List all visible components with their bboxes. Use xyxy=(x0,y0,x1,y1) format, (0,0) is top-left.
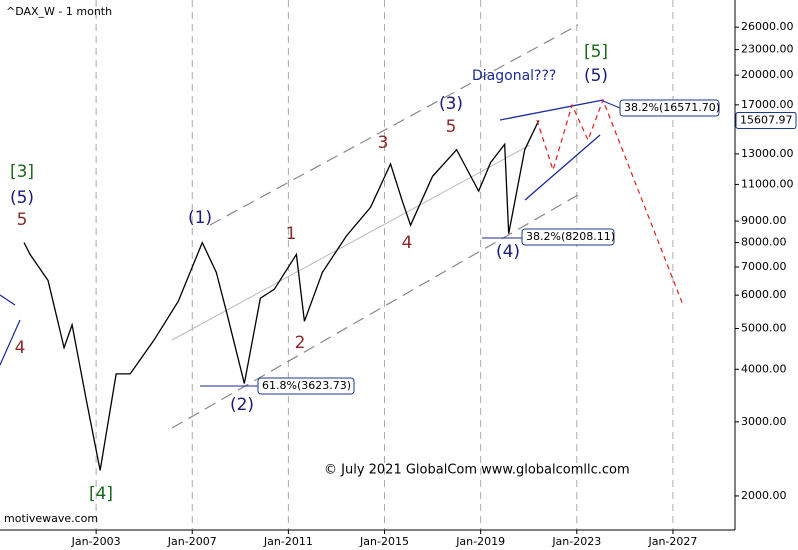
watermark: motivewave.com xyxy=(4,512,98,525)
wave-label: (3) xyxy=(439,94,463,114)
wave-label: 5 xyxy=(446,117,457,137)
wave-label: (1) xyxy=(188,208,212,228)
wave-label: (5) xyxy=(10,188,34,208)
y-tick-label: 11000.00 xyxy=(741,177,794,190)
fib-label: 38.2%(16571.70) xyxy=(624,101,720,114)
annotation: Diagonal??? xyxy=(472,68,556,84)
wave-label: 3 xyxy=(378,133,389,153)
x-tick-label: Jan-2007 xyxy=(167,535,217,548)
price-layer xyxy=(23,120,540,471)
price-line xyxy=(23,120,540,471)
channel-upper xyxy=(209,24,579,226)
y-tick-label: 26000.00 xyxy=(741,20,794,33)
y-tick-label: 4000.00 xyxy=(741,362,787,375)
grid xyxy=(95,0,674,530)
wave-label: [4] xyxy=(89,484,113,504)
last-price-label: 15607.97 xyxy=(740,113,793,126)
left-line xyxy=(0,294,16,306)
projection xyxy=(536,98,684,306)
wave-label: (2) xyxy=(230,395,254,415)
y-tick-label: 13000.00 xyxy=(741,147,794,160)
wave-label: [3] xyxy=(10,162,34,182)
y-tick-label: 23000.00 xyxy=(741,43,794,56)
x-tick-label: Jan-2023 xyxy=(551,535,601,548)
y-tick-label: 9000.00 xyxy=(741,214,787,227)
x-tick-label: Jan-2015 xyxy=(359,535,409,548)
wedge-bottom xyxy=(524,134,601,201)
wave-label: [5] xyxy=(584,42,608,62)
fib-box xyxy=(521,228,615,246)
wave-label: 4 xyxy=(402,233,413,253)
wave-label: (5) xyxy=(584,66,608,86)
x-tick-label: Jan-2027 xyxy=(647,535,697,548)
fib-box xyxy=(257,377,355,395)
chart-title: ^DAX_W - 1 month xyxy=(6,5,112,18)
x-tick-label: Jan-2019 xyxy=(455,535,505,548)
left-line xyxy=(0,319,21,366)
y-tick-label: 3000.00 xyxy=(741,415,787,428)
fib-line xyxy=(602,100,621,109)
wave-label: 4 xyxy=(15,338,26,358)
y-tick-label: 7000.00 xyxy=(741,260,787,273)
wave-label: (4) xyxy=(496,242,520,262)
x-tick-label: Jan-2003 xyxy=(71,535,121,548)
last-price-box xyxy=(735,111,797,129)
fib-box xyxy=(619,99,720,117)
y-tick-label: 6000.00 xyxy=(741,288,787,301)
copyright: © July 2021 GlobalCom www.globalcomllc.c… xyxy=(324,463,630,478)
y-tick-label: 8000.00 xyxy=(741,236,787,249)
channel-lower xyxy=(171,194,579,429)
fib-label: 61.8%(3623.73) xyxy=(262,379,351,392)
axes: Jan-2003 Jan-2007 Jan-2011 Jan-2015 Jan-2019… xyxy=(71,20,797,548)
wave-label: 5 xyxy=(17,210,28,230)
x-tick-label: Jan-2011 xyxy=(263,535,313,548)
wave-label: 1 xyxy=(286,224,297,244)
y-tick-label: 2000.00 xyxy=(741,489,787,502)
y-tick-label: 20000.00 xyxy=(741,68,794,81)
wave-label: 2 xyxy=(295,333,306,353)
fib-label: 38.2%(8208.11) xyxy=(526,230,615,243)
wedge-top xyxy=(499,99,604,121)
channel-middle xyxy=(171,144,531,341)
y-tick-label: 5000.00 xyxy=(741,321,787,334)
y-tick-label: 17000.00 xyxy=(741,98,794,111)
